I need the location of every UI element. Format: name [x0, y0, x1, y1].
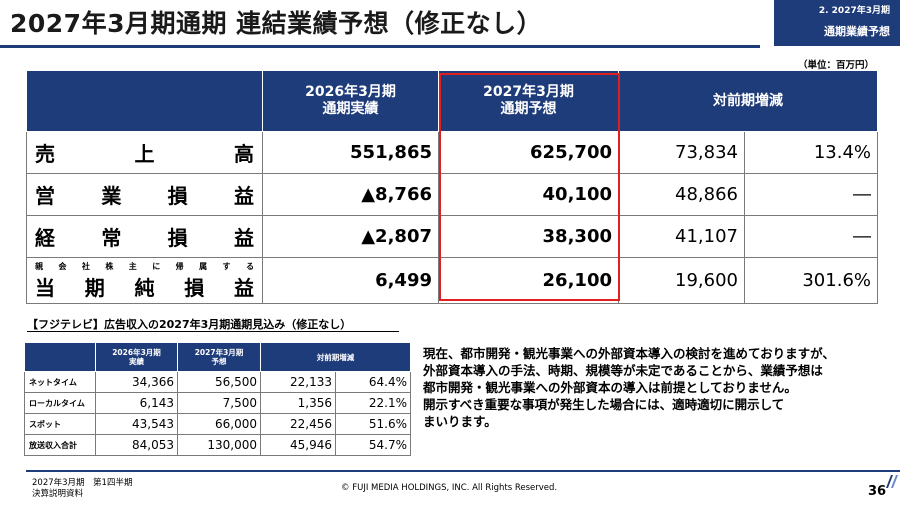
cell-forecast: 40,100 — [438, 173, 619, 216]
header-forecast: 2027年3月期 通期予想 — [438, 70, 619, 132]
ad-row-label: ローカルタイム — [24, 392, 96, 414]
ad-row-spot: スポット 43,543 66,000 22,456 51.6% — [24, 413, 411, 435]
ad-header-forecast: 2027年3月期 予想 — [177, 342, 261, 372]
cell-actual: ▲8,766 — [262, 173, 439, 216]
ad-cell-forecast: 56,500 — [177, 371, 261, 393]
row-label: 売上高 — [26, 131, 263, 174]
ad-cell-actual: 34,366 — [95, 371, 178, 393]
page-number: 36 — [868, 484, 887, 499]
forecast-table: 2026年3月期 通期実績 2027年3月期 通期予想 対前期増減 売上高 551,… — [26, 70, 878, 304]
cell-forecast: 26,100 — [438, 257, 619, 304]
row-ordinary-income: 経常損益 ▲2,807 38,300 41,107 ― — [26, 215, 878, 258]
ad-cell-actual: 84,053 — [95, 434, 178, 456]
ad-cell-forecast: 7,500 — [177, 392, 261, 414]
ad-row-local-time: ローカルタイム 6,143 7,500 1,356 22.1% — [24, 392, 411, 414]
cell-actual: 6,499 — [262, 257, 439, 304]
row-label-small: 親会社株主に帰属する — [35, 261, 254, 271]
ad-cell-actual: 43,543 — [95, 413, 178, 435]
cell-diff: 73,834 — [618, 131, 745, 174]
ad-cell-diff: 1,356 — [260, 392, 336, 414]
ad-header-actual: 2026年3月期 実績 — [95, 342, 178, 372]
title-underline — [0, 45, 760, 48]
ad-cell-diff: 45,946 — [260, 434, 336, 456]
ad-row-label: スポット — [24, 413, 96, 435]
cell-pct: ― — [744, 173, 878, 216]
ad-revenue-table: 2026年3月期 実績 2027年3月期 予想 対前期増減 ネットタイム 34,36… — [24, 342, 411, 456]
cell-diff: 41,107 — [618, 215, 745, 258]
forecast-header-row: 2026年3月期 通期実績 2027年3月期 通期予想 対前期増減 — [26, 70, 878, 132]
note-line: 都市開発・観光事業への外部資本の導入は前提としておりません。 — [423, 380, 797, 395]
unit-label: （単位：百万円） — [797, 60, 874, 71]
ad-header-change: 対前期増減 — [260, 342, 411, 372]
cell-actual: ▲2,807 — [262, 215, 439, 258]
header-change: 対前期増減 — [618, 70, 878, 132]
row-operating-income: 営業損益 ▲8,766 40,100 48,866 ― — [26, 173, 878, 216]
ad-cell-diff: 22,133 — [260, 371, 336, 393]
ad-cell-pct: 64.4% — [335, 371, 411, 393]
ad-table-title-underline — [27, 331, 399, 332]
row-sales: 売上高 551,865 625,700 73,834 13.4% — [26, 131, 878, 174]
note-line: まいります。 — [423, 414, 497, 429]
row-label: 親会社株主に帰属する 当期純損益 — [26, 257, 263, 304]
ad-cell-forecast: 130,000 — [177, 434, 261, 456]
cell-forecast: 625,700 — [438, 131, 619, 174]
section-tag-line2: 通期業績予想 — [824, 25, 890, 38]
ad-header-blank — [24, 342, 96, 372]
row-net-income: 親会社株主に帰属する 当期純損益 6,499 26,100 19,600 301… — [26, 257, 878, 304]
corner-logo-icon — [886, 475, 898, 488]
cell-pct: 13.4% — [744, 131, 878, 174]
row-label-main: 当期純損益 — [35, 275, 254, 300]
cell-diff: 19,600 — [618, 257, 745, 304]
cell-pct: ― — [744, 215, 878, 258]
note-line: 外部資本導入の手法、時期、規模等が未定であることから、業績予想は — [423, 363, 823, 378]
row-label: 営業損益 — [26, 173, 263, 216]
cell-actual: 551,865 — [262, 131, 439, 174]
cell-diff: 48,866 — [618, 173, 745, 216]
ad-cell-pct: 54.7% — [335, 434, 411, 456]
ad-row-total: 放送収入合計 84,053 130,000 45,946 54.7% — [24, 434, 411, 456]
row-label: 経常損益 — [26, 215, 263, 258]
header-blank — [26, 70, 263, 132]
section-tag-line1: 2. 2027年3月期 — [818, 6, 890, 16]
ad-table-title: 【フジテレビ】広告収入の2027年3月期通期見込み（修正なし） — [27, 318, 352, 331]
page-title: 2027年3月期通期 連結業績予想（修正なし） — [10, 9, 543, 38]
footer-rule — [26, 470, 900, 472]
footer-doc-name: 2027年3月期 第1四半期 決算説明資料 — [32, 478, 133, 499]
header-actual: 2026年3月期 通期実績 — [262, 70, 439, 132]
disclosure-note: 現在、都市開発・観光事業への外部資本導入の検討を進めておりますが、 外部資本導入… — [423, 345, 888, 430]
ad-row-net-time: ネットタイム 34,366 56,500 22,133 64.4% — [24, 371, 411, 393]
copyright: © FUJI MEDIA HOLDINGS, INC. All Rights R… — [341, 483, 558, 493]
ad-header-row: 2026年3月期 実績 2027年3月期 予想 対前期増減 — [24, 342, 411, 372]
ad-row-label: 放送収入合計 — [24, 434, 96, 456]
cell-pct: 301.6% — [744, 257, 878, 304]
cell-forecast: 38,300 — [438, 215, 619, 258]
ad-row-label: ネットタイム — [24, 371, 96, 393]
ad-cell-pct: 22.1% — [335, 392, 411, 414]
note-line: 現在、都市開発・観光事業への外部資本導入の検討を進めておりますが、 — [423, 346, 835, 361]
ad-cell-diff: 22,456 — [260, 413, 336, 435]
section-tag: 2. 2027年3月期 通期業績予想 — [774, 0, 900, 46]
ad-cell-actual: 6,143 — [95, 392, 178, 414]
ad-cell-forecast: 66,000 — [177, 413, 261, 435]
note-line: 開示すべき重要な事項が発生した場合には、適時適切に開示して — [423, 397, 785, 412]
ad-cell-pct: 51.6% — [335, 413, 411, 435]
